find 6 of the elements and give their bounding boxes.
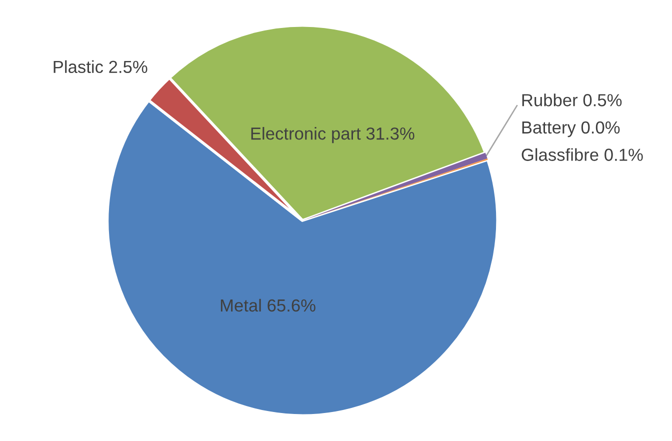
slice-label: Electronic part 31.3% [251,126,414,144]
slice-label: Glassfibre 0.1% [522,148,643,161]
slice-label: Metal 65.6% [220,298,316,312]
category-label: Battery 0.0% [522,121,620,138]
slice-label: Plastic 2.5% [54,60,148,74]
slice-label: Rubber 0.5% [522,94,622,106]
